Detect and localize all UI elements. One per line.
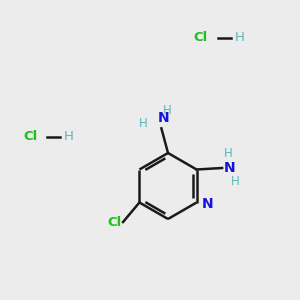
Text: H: H <box>230 175 239 188</box>
Text: H: H <box>224 147 232 160</box>
Text: N: N <box>201 197 213 211</box>
Text: Cl: Cl <box>194 31 208 44</box>
Text: Cl: Cl <box>107 215 122 229</box>
Text: Cl: Cl <box>23 130 37 143</box>
Text: H: H <box>139 117 148 130</box>
Text: H: H <box>64 130 74 143</box>
Text: N: N <box>224 161 235 175</box>
Text: H: H <box>235 31 244 44</box>
Text: N: N <box>158 111 170 125</box>
Text: H: H <box>163 104 172 117</box>
